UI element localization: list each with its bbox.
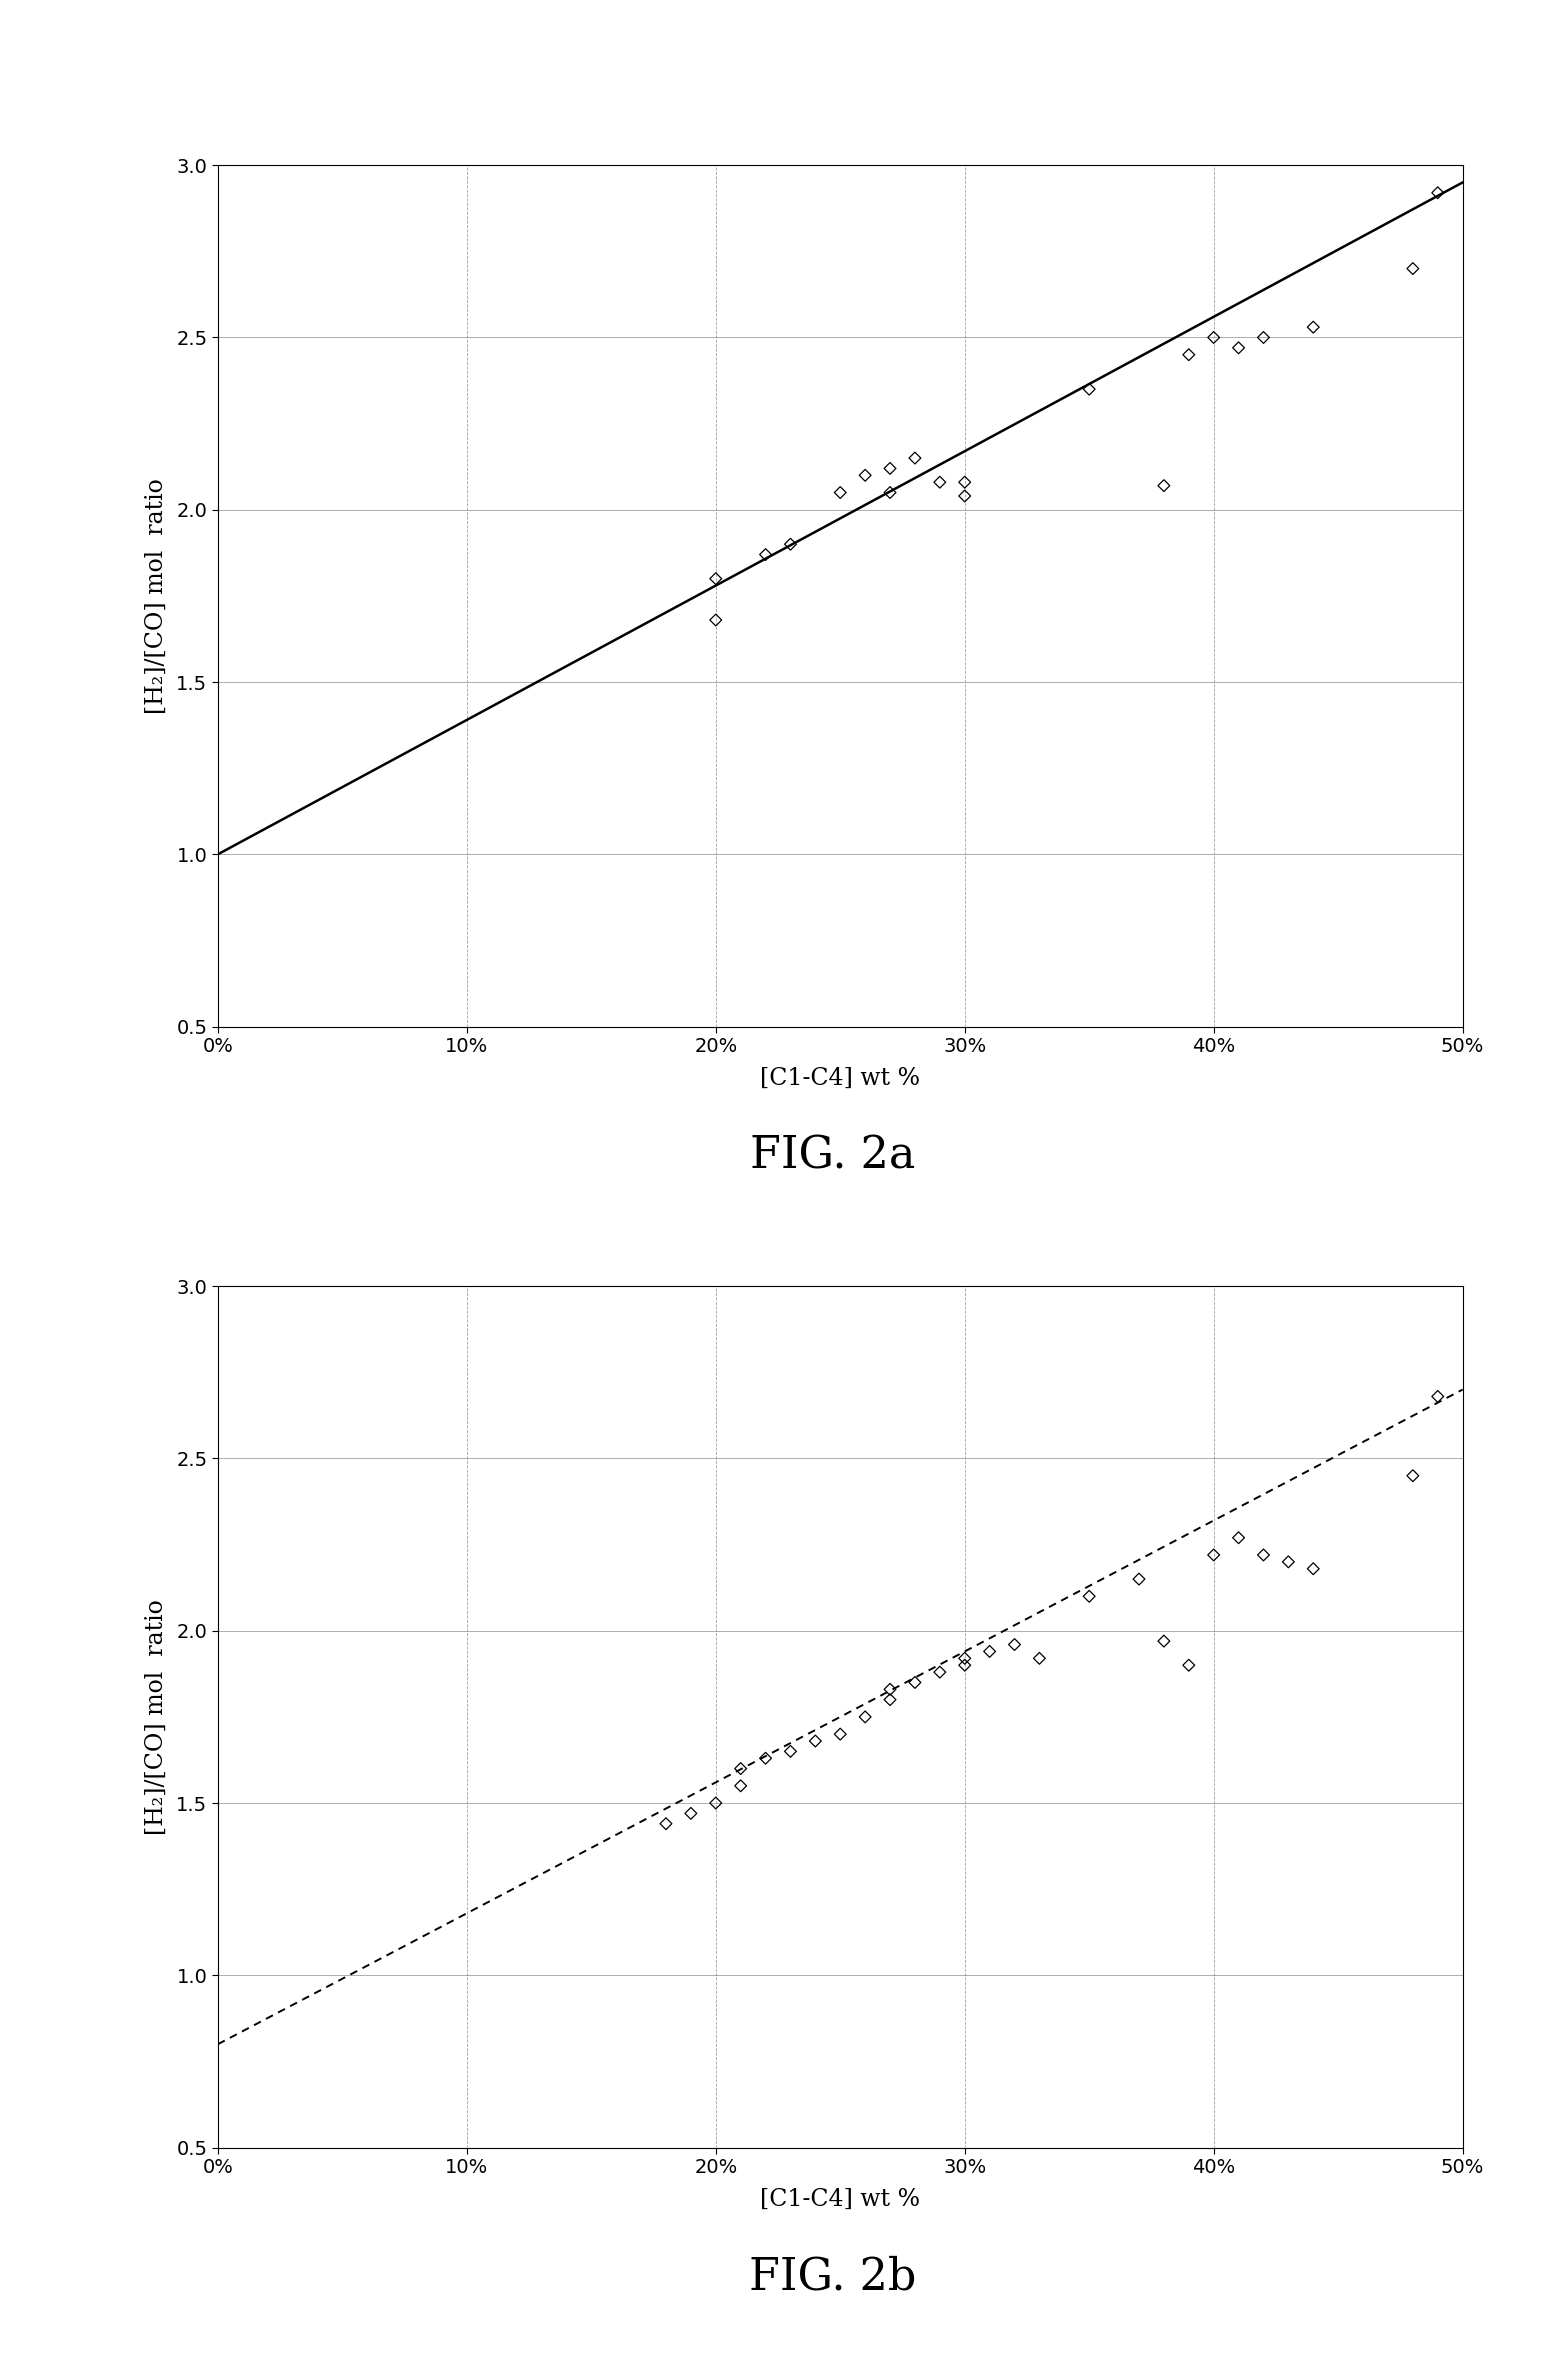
Point xyxy=(853,455,878,493)
Point xyxy=(1400,1456,1425,1494)
Point xyxy=(927,463,952,500)
Point xyxy=(728,1749,753,1787)
Point xyxy=(1226,1520,1251,1558)
Point xyxy=(1127,1560,1151,1598)
Text: FIG. 2b: FIG. 2b xyxy=(748,2256,916,2299)
Point xyxy=(654,1805,678,1843)
Point xyxy=(952,1647,977,1685)
Point xyxy=(878,448,902,486)
Point xyxy=(1400,250,1425,288)
Point xyxy=(1276,1543,1301,1581)
Point xyxy=(1151,467,1176,505)
Point xyxy=(927,1654,952,1692)
Point xyxy=(878,474,902,512)
Point xyxy=(952,477,977,514)
X-axis label: [C1-C4] wt %: [C1-C4] wt % xyxy=(761,2188,920,2211)
Point xyxy=(878,1680,902,1718)
Point xyxy=(703,602,728,640)
Point xyxy=(878,1671,902,1709)
Point xyxy=(952,463,977,500)
Y-axis label: [H₂]/[CO] mol  ratio: [H₂]/[CO] mol ratio xyxy=(145,479,168,713)
Point xyxy=(1027,1640,1052,1678)
Point xyxy=(703,559,728,597)
Point xyxy=(703,1784,728,1822)
Point xyxy=(678,1794,703,1831)
Point xyxy=(1425,175,1450,212)
Point xyxy=(1251,319,1276,356)
Point xyxy=(753,1739,778,1777)
Point xyxy=(778,526,803,564)
Point xyxy=(952,1640,977,1678)
Point xyxy=(1301,1551,1326,1588)
Point xyxy=(1201,1536,1226,1574)
Point xyxy=(828,1716,853,1753)
Point xyxy=(1151,1621,1176,1659)
Point xyxy=(902,439,927,477)
Point xyxy=(977,1633,1002,1671)
Point xyxy=(1301,309,1326,347)
Point xyxy=(778,1732,803,1770)
Point xyxy=(1176,335,1201,373)
Point xyxy=(1002,1626,1027,1664)
Point xyxy=(1077,1576,1102,1614)
Point xyxy=(803,1723,828,1761)
Text: FIG. 2a: FIG. 2a xyxy=(750,1135,915,1178)
Point xyxy=(728,1768,753,1805)
Point xyxy=(1077,371,1102,408)
Point xyxy=(1425,1378,1450,1416)
Point xyxy=(753,536,778,573)
Point xyxy=(828,474,853,512)
X-axis label: [C1-C4] wt %: [C1-C4] wt % xyxy=(761,1067,920,1090)
Point xyxy=(1201,319,1226,356)
Point xyxy=(1251,1536,1276,1574)
Y-axis label: [H₂]/[CO] mol  ratio: [H₂]/[CO] mol ratio xyxy=(145,1600,168,1834)
Point xyxy=(1226,328,1251,366)
Point xyxy=(853,1699,878,1737)
Point xyxy=(902,1664,927,1702)
Point xyxy=(1176,1647,1201,1685)
